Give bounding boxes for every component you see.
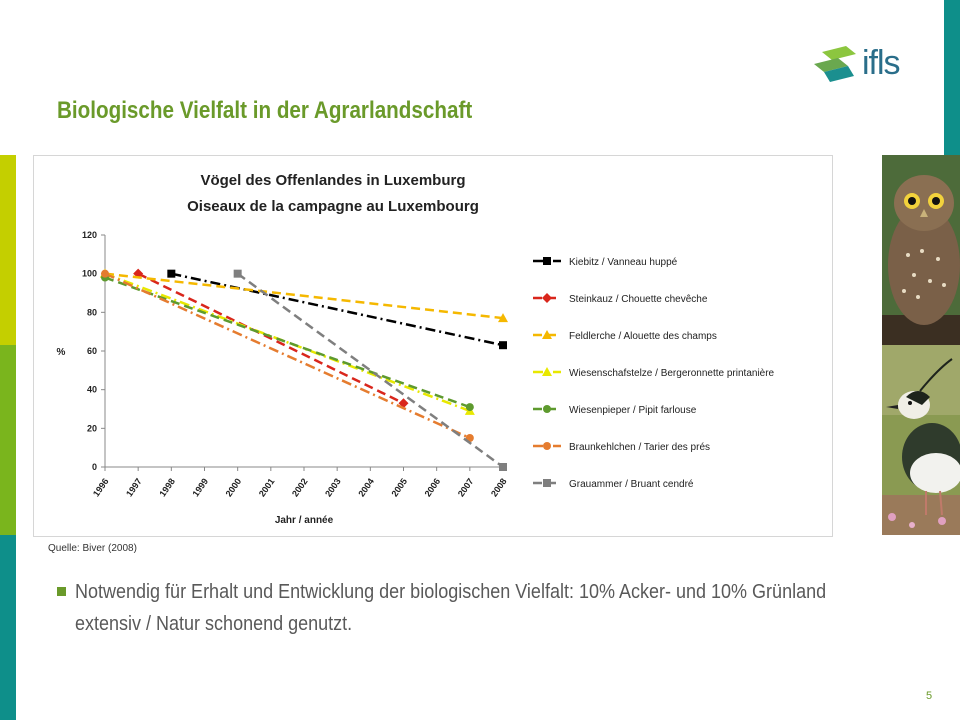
series-line	[104, 276, 471, 409]
series-line	[104, 272, 471, 440]
legend-label: Grauammer / Bruant cendré	[569, 479, 694, 490]
data-point	[101, 269, 109, 278]
legend-marker	[543, 442, 551, 450]
x-tick-label: 2005	[389, 476, 409, 498]
series-line	[104, 272, 504, 320]
x-tick-label: 1998	[157, 476, 177, 498]
slide-title: Biologische Vielfalt in der Agrarlandsch…	[57, 97, 473, 124]
stripe-green	[0, 345, 16, 535]
legend-marker	[542, 293, 552, 303]
y-tick-label: 0	[92, 462, 97, 472]
stripe-right-teal	[944, 0, 960, 155]
chart-subtitle: Oiseaux de la campagne au Luxembourg	[187, 198, 479, 215]
owl-photo	[882, 155, 960, 345]
data-point	[465, 403, 474, 412]
legend-marker	[543, 479, 551, 487]
source-note: Quelle: Biver (2008)	[48, 543, 137, 554]
x-tick-label: 1999	[190, 476, 210, 498]
legend-label: Feldlerche / Alouette des champs	[569, 331, 717, 342]
series-line	[104, 272, 471, 413]
x-tick-label: 2002	[290, 476, 310, 498]
legend-label: Steinkauz / Chouette chevêche	[569, 294, 708, 305]
bullet-marker	[57, 587, 66, 596]
x-tick-label: 2006	[423, 476, 443, 498]
x-tick-label: 2004	[356, 476, 376, 498]
legend-marker	[543, 405, 551, 413]
series-line	[171, 272, 504, 347]
lapwing-photo	[882, 345, 960, 535]
stripe-teal	[0, 535, 16, 720]
x-axis-label: Jahr / année	[275, 515, 334, 526]
x-tick-label: 2008	[489, 476, 509, 498]
data-point	[499, 341, 507, 350]
data-point	[499, 463, 507, 471]
legend-marker	[542, 367, 552, 376]
y-tick-label: 20	[87, 423, 97, 433]
y-axis-label: %	[57, 347, 66, 358]
legend-label: Wiesenpieper / Pipit farlouse	[569, 405, 697, 416]
chart-title: Vögel des Offenlandes in Luxemburg	[200, 172, 465, 189]
legend-label: Kiebitz / Vanneau huppé	[569, 257, 678, 268]
data-point	[233, 269, 242, 278]
series-line	[137, 272, 405, 405]
x-tick-label: 2007	[456, 476, 476, 498]
chart-frame	[33, 155, 833, 537]
legend-label: Wiesenschafstelze / Bergeronnette printa…	[569, 368, 775, 379]
y-tick-label: 120	[82, 230, 97, 240]
x-tick-label: 2003	[323, 476, 343, 498]
data-point	[498, 313, 508, 323]
ifls-logo-icon	[814, 46, 856, 82]
y-tick-label: 40	[87, 385, 97, 395]
stripe-top-white	[0, 0, 16, 155]
data-point	[398, 398, 409, 409]
data-point	[167, 269, 176, 278]
x-tick-label: 2000	[224, 476, 244, 498]
y-tick-label: 60	[87, 346, 97, 356]
series-line	[236, 272, 504, 469]
y-tick-label: 100	[82, 269, 97, 279]
stripe-yellow	[0, 155, 16, 345]
page-number: 5	[926, 690, 933, 702]
x-tick-label: 1996	[91, 476, 111, 498]
line-chart: Vögel des Offenlandes in Luxemburg Oisea…	[57, 172, 775, 526]
x-tick-label: 1997	[124, 476, 144, 498]
bullet-text: Notwendig für Erhalt und Entwicklung der…	[75, 581, 827, 635]
x-tick-label: 2001	[257, 476, 277, 498]
legend-label: Braunkehlchen / Tarier des prés	[569, 442, 710, 453]
legend-marker	[543, 257, 551, 265]
legend-marker	[542, 330, 552, 339]
y-tick-label: 80	[87, 307, 97, 317]
logo-text: ifls	[862, 44, 901, 82]
